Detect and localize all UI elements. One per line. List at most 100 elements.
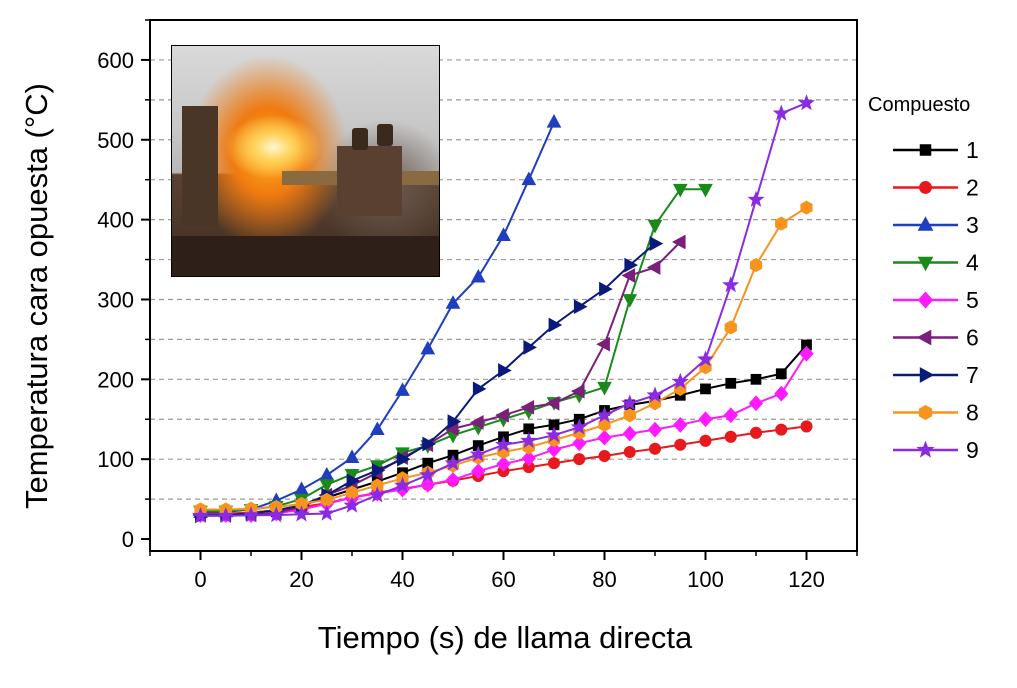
marker-triangle-up bbox=[546, 114, 562, 128]
legend-label: 4 bbox=[966, 250, 979, 276]
photo-bolt bbox=[352, 128, 368, 150]
x-tick-label: 80 bbox=[592, 567, 616, 592]
marker-star bbox=[217, 506, 235, 524]
series-line bbox=[200, 241, 682, 517]
legend-label: 1 bbox=[966, 137, 979, 163]
legend: 1 2 3 4 5 6 7 8 9 bbox=[893, 137, 979, 463]
marker-triangle-left bbox=[545, 395, 560, 411]
photo-bracket bbox=[182, 106, 218, 226]
marker-triangle-up bbox=[369, 421, 385, 435]
marker-star bbox=[671, 372, 689, 390]
x-axis-title: Tiempo (s) de llama directa bbox=[318, 620, 693, 655]
marker-diamond bbox=[496, 456, 511, 472]
y-tick-label: 100 bbox=[97, 447, 134, 472]
marker-triangle-right bbox=[498, 363, 512, 378]
marker-diamond bbox=[471, 463, 486, 480]
marker-triangle-right bbox=[397, 451, 411, 467]
marker-triangle-right bbox=[919, 367, 935, 383]
marker-diamond bbox=[647, 421, 663, 438]
marker-triangle-right bbox=[548, 317, 563, 333]
marker-triangle-right bbox=[346, 473, 361, 489]
marker-diamond bbox=[799, 345, 814, 362]
marker-triangle-up bbox=[395, 382, 410, 396]
marker-square bbox=[750, 373, 762, 385]
marker-triangle-down bbox=[319, 479, 335, 493]
legend-label: 9 bbox=[966, 437, 979, 463]
marker-triangle-right bbox=[573, 299, 588, 315]
marker-star bbox=[293, 505, 310, 522]
marker-diamond bbox=[622, 425, 637, 442]
x-tick-label: 0 bbox=[194, 567, 206, 592]
marker-triangle-right bbox=[523, 340, 537, 355]
legend-label: 3 bbox=[966, 212, 979, 238]
marker-triangle-right bbox=[472, 381, 487, 397]
marker-square bbox=[700, 383, 711, 395]
y-tick-label: 0 bbox=[122, 527, 134, 552]
marker-star bbox=[646, 386, 664, 403]
x-tick-label: 20 bbox=[289, 567, 313, 592]
marker-diamond bbox=[917, 291, 934, 309]
legend-item: 4 bbox=[893, 250, 979, 276]
marker-triangle-up bbox=[496, 227, 511, 241]
legend-label: 5 bbox=[966, 287, 979, 313]
marker-triangle-right bbox=[422, 436, 436, 452]
marker-circle bbox=[598, 449, 611, 463]
marker-square bbox=[775, 368, 787, 380]
legend-item: 7 bbox=[893, 362, 979, 388]
marker-triangle-right bbox=[599, 281, 613, 297]
x-tick-label: 100 bbox=[687, 567, 724, 592]
marker-triangle-up bbox=[319, 466, 335, 481]
marker-square bbox=[919, 144, 932, 156]
series-9 bbox=[192, 94, 815, 524]
marker-star bbox=[368, 486, 386, 503]
legend-item: 3 bbox=[893, 212, 979, 238]
marker-star bbox=[444, 454, 462, 471]
marker-triangle-left bbox=[495, 407, 509, 423]
legend-item: 6 bbox=[893, 325, 979, 351]
marker-star bbox=[318, 504, 336, 521]
marker-triangle-up bbox=[470, 268, 486, 283]
marker-star bbox=[394, 476, 411, 493]
legend-item: 1 bbox=[893, 137, 979, 163]
marker-triangle-left bbox=[672, 234, 686, 250]
marker-circle bbox=[724, 430, 737, 443]
marker-hexagon bbox=[775, 216, 788, 231]
marker-triangle-left bbox=[621, 268, 636, 283]
marker-triangle-down bbox=[647, 219, 663, 234]
legend-item: 2 bbox=[893, 175, 979, 201]
marker-triangle-down bbox=[622, 294, 638, 308]
legend-label: 2 bbox=[966, 175, 979, 201]
marker-diamond bbox=[572, 435, 587, 452]
marker-circle bbox=[547, 457, 561, 470]
marker-star bbox=[495, 435, 512, 452]
marker-triangle-up bbox=[917, 216, 934, 231]
x-tick-label: 120 bbox=[788, 567, 825, 592]
marker-triangle-right bbox=[624, 257, 638, 273]
marker-triangle-up bbox=[294, 481, 309, 495]
y-tick-label: 600 bbox=[97, 48, 134, 73]
photo-clamp bbox=[337, 146, 402, 216]
marker-diamond bbox=[521, 450, 536, 467]
legend-item: 8 bbox=[893, 400, 979, 426]
marker-triangle-left bbox=[916, 329, 932, 346]
marker-star bbox=[747, 190, 765, 207]
marker-star bbox=[419, 466, 437, 483]
marker-diamond bbox=[723, 407, 738, 424]
marker-hexagon bbox=[724, 320, 737, 335]
marker-triangle-down bbox=[672, 183, 688, 198]
marker-star bbox=[916, 440, 935, 458]
marker-hexagon bbox=[800, 200, 813, 215]
marker-diamond bbox=[445, 472, 461, 488]
marker-star bbox=[722, 276, 740, 293]
marker-star bbox=[772, 104, 790, 121]
marker-star bbox=[520, 431, 538, 449]
marker-hexagon bbox=[320, 492, 333, 507]
marker-triangle-left bbox=[571, 383, 585, 399]
marker-triangle-down bbox=[698, 183, 713, 198]
marker-diamond bbox=[597, 429, 612, 446]
x-tick-label: 40 bbox=[390, 567, 414, 592]
marker-star bbox=[621, 394, 639, 411]
legend-label: 6 bbox=[966, 325, 979, 351]
marker-triangle-down bbox=[917, 256, 934, 272]
